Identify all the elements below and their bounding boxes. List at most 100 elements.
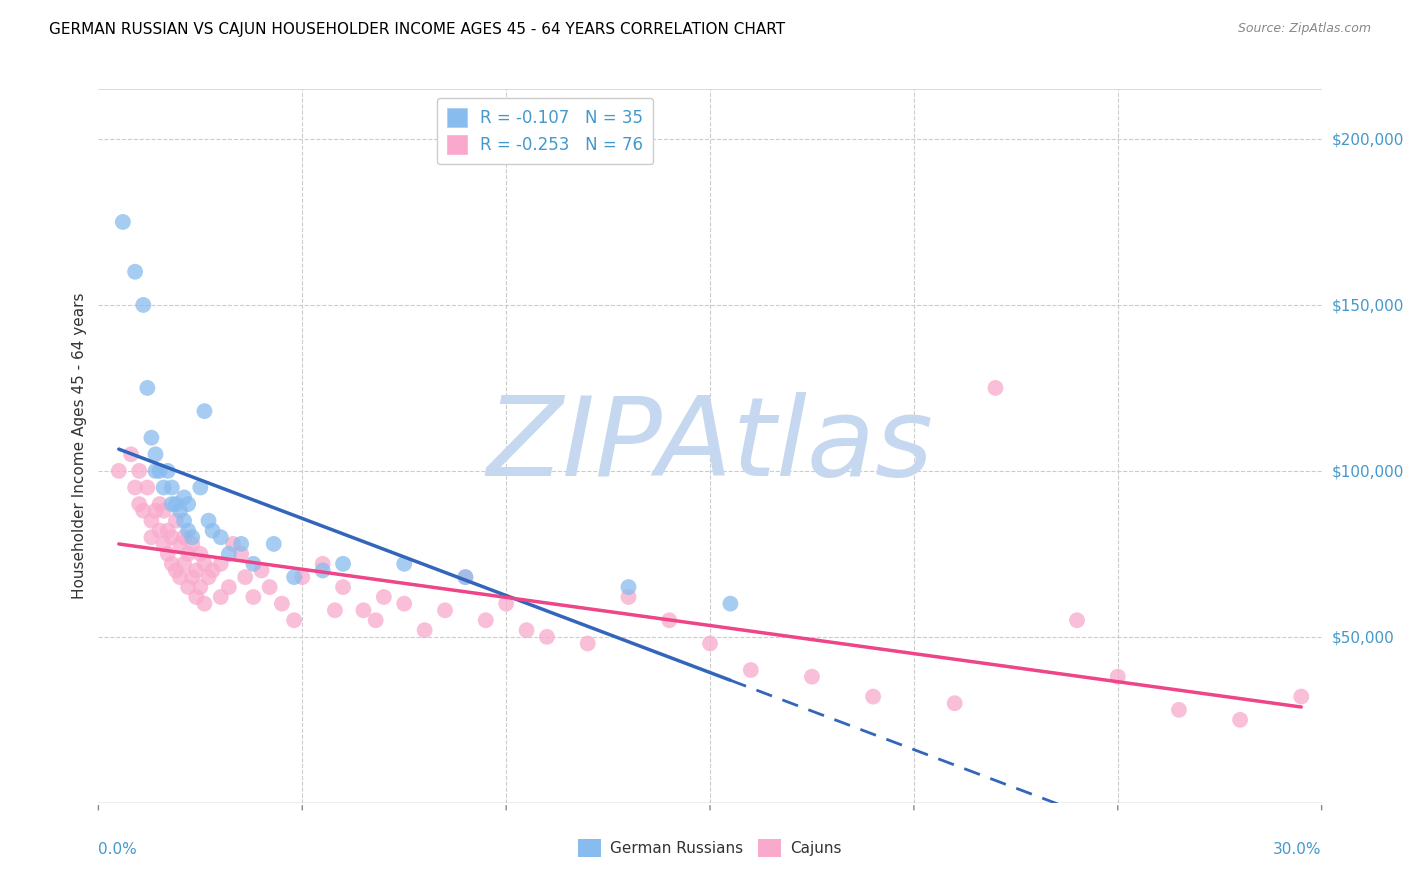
Point bbox=[177, 497, 200, 511]
Point bbox=[160, 497, 183, 511]
Point bbox=[434, 603, 457, 617]
Point bbox=[156, 464, 179, 478]
Point bbox=[141, 514, 163, 528]
Point bbox=[209, 557, 232, 571]
Point bbox=[141, 530, 163, 544]
Point bbox=[188, 580, 212, 594]
Point bbox=[231, 537, 253, 551]
Point bbox=[263, 537, 285, 551]
Point bbox=[160, 530, 183, 544]
Point bbox=[222, 537, 245, 551]
Point bbox=[1167, 703, 1189, 717]
Point bbox=[188, 481, 212, 495]
Point bbox=[1229, 713, 1251, 727]
Point bbox=[193, 404, 215, 418]
Point bbox=[177, 547, 200, 561]
Point bbox=[128, 464, 150, 478]
Point bbox=[231, 547, 253, 561]
Y-axis label: Householder Income Ages 45 - 64 years: Householder Income Ages 45 - 64 years bbox=[72, 293, 87, 599]
Point bbox=[120, 447, 142, 461]
Point bbox=[516, 624, 538, 638]
Point bbox=[165, 514, 187, 528]
Text: GERMAN RUSSIAN VS CAJUN HOUSEHOLDER INCOME AGES 45 - 64 YEARS CORRELATION CHART: GERMAN RUSSIAN VS CAJUN HOUSEHOLDER INCO… bbox=[49, 22, 786, 37]
Point bbox=[188, 547, 212, 561]
Point bbox=[536, 630, 558, 644]
Point bbox=[291, 570, 314, 584]
Point bbox=[141, 431, 163, 445]
Point bbox=[454, 570, 477, 584]
Point bbox=[242, 590, 264, 604]
Point bbox=[495, 597, 517, 611]
Point bbox=[283, 570, 305, 584]
Point bbox=[165, 497, 187, 511]
Point bbox=[259, 580, 281, 594]
Point bbox=[392, 597, 416, 611]
Point bbox=[218, 547, 240, 561]
Point bbox=[145, 504, 167, 518]
Point bbox=[270, 597, 294, 611]
Point bbox=[108, 464, 131, 478]
Point bbox=[373, 590, 395, 604]
Point bbox=[1066, 613, 1088, 627]
Point bbox=[173, 491, 195, 505]
Point bbox=[156, 524, 179, 538]
Point bbox=[454, 570, 477, 584]
Point bbox=[1291, 690, 1313, 704]
Point bbox=[250, 564, 273, 578]
Point bbox=[169, 504, 191, 518]
Point bbox=[181, 570, 204, 584]
Point bbox=[173, 514, 195, 528]
Point bbox=[201, 564, 224, 578]
Point bbox=[218, 580, 240, 594]
Point bbox=[699, 636, 721, 650]
Point bbox=[312, 557, 335, 571]
Point bbox=[186, 590, 208, 604]
Point bbox=[392, 557, 416, 571]
Point bbox=[617, 590, 640, 604]
Point bbox=[165, 564, 187, 578]
Point bbox=[197, 570, 219, 584]
Point bbox=[186, 564, 208, 578]
Point bbox=[197, 514, 219, 528]
Text: Source: ZipAtlas.com: Source: ZipAtlas.com bbox=[1237, 22, 1371, 36]
Point bbox=[193, 597, 215, 611]
Point bbox=[201, 524, 224, 538]
Point bbox=[740, 663, 762, 677]
Point bbox=[283, 613, 305, 627]
Point bbox=[136, 381, 159, 395]
Point bbox=[862, 690, 884, 704]
Point bbox=[149, 524, 172, 538]
Point bbox=[156, 547, 179, 561]
Point bbox=[177, 580, 200, 594]
Point bbox=[124, 265, 146, 279]
Point bbox=[145, 464, 167, 478]
Point bbox=[173, 557, 195, 571]
Point bbox=[474, 613, 498, 627]
Point bbox=[128, 497, 150, 511]
Point bbox=[169, 537, 191, 551]
Point bbox=[209, 530, 232, 544]
Point bbox=[136, 481, 159, 495]
Point bbox=[132, 298, 155, 312]
Text: ZIPAtlas: ZIPAtlas bbox=[486, 392, 934, 500]
Legend: German Russians, Cajuns: German Russians, Cajuns bbox=[572, 833, 848, 863]
Point bbox=[233, 570, 256, 584]
Point bbox=[617, 580, 640, 594]
Point bbox=[145, 447, 167, 461]
Point bbox=[312, 564, 335, 578]
Point bbox=[332, 580, 354, 594]
Point bbox=[181, 537, 204, 551]
Point bbox=[160, 557, 183, 571]
Point bbox=[720, 597, 742, 611]
Point bbox=[242, 557, 264, 571]
Point bbox=[152, 481, 174, 495]
Point bbox=[160, 481, 183, 495]
Point bbox=[152, 504, 174, 518]
Point bbox=[209, 590, 232, 604]
Point bbox=[984, 381, 1007, 395]
Point bbox=[177, 524, 200, 538]
Point bbox=[152, 537, 174, 551]
Point bbox=[801, 670, 824, 684]
Text: 30.0%: 30.0% bbox=[1274, 842, 1322, 857]
Point bbox=[413, 624, 436, 638]
